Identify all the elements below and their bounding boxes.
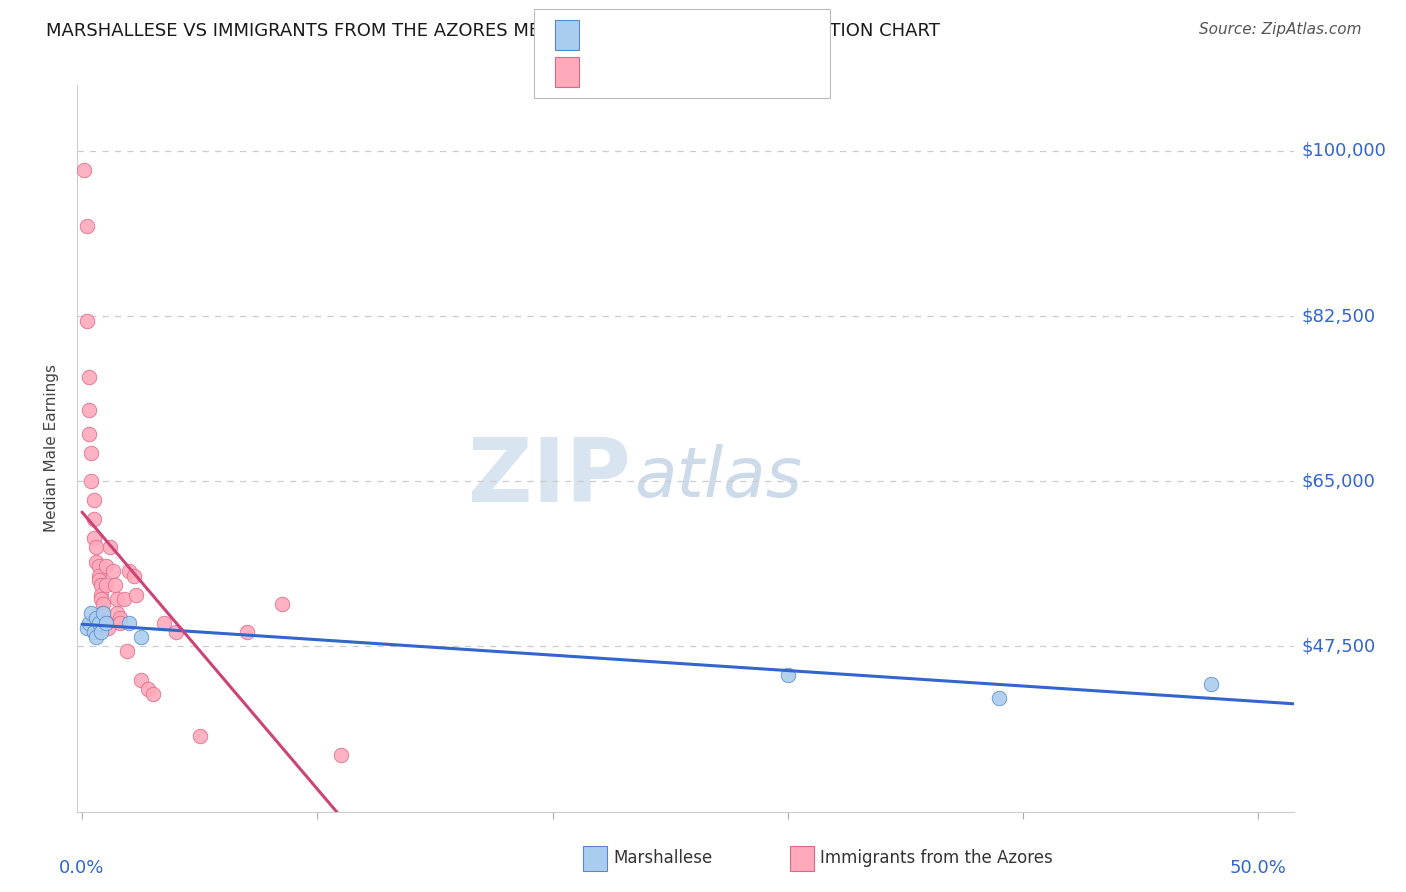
Point xyxy=(83,625,105,640)
Text: R =: R = xyxy=(593,26,631,44)
Point xyxy=(77,615,100,630)
Point xyxy=(129,673,152,687)
Point xyxy=(90,578,112,592)
Text: -0.391: -0.391 xyxy=(640,26,702,44)
Point xyxy=(108,611,131,625)
Point xyxy=(115,644,138,658)
Text: MARSHALLESE VS IMMIGRANTS FROM THE AZORES MEDIAN MALE EARNINGS CORRELATION CHART: MARSHALLESE VS IMMIGRANTS FROM THE AZORE… xyxy=(46,22,941,40)
Text: 0.0%: 0.0% xyxy=(59,859,104,877)
Point xyxy=(80,607,103,621)
Point xyxy=(118,564,141,578)
Point xyxy=(90,588,112,602)
Point xyxy=(76,219,98,234)
Point xyxy=(142,687,165,701)
Point xyxy=(87,568,110,582)
Point xyxy=(94,578,117,592)
Point xyxy=(84,541,107,555)
Point xyxy=(329,747,352,762)
Point xyxy=(94,615,117,630)
Point xyxy=(108,615,131,630)
Point xyxy=(73,162,96,177)
Point xyxy=(77,370,100,384)
Text: Immigrants from the Azores: Immigrants from the Azores xyxy=(820,849,1053,867)
Point xyxy=(87,574,110,588)
Point xyxy=(112,592,135,607)
Point xyxy=(90,625,112,640)
Point xyxy=(91,607,114,621)
Point xyxy=(91,597,114,611)
Point xyxy=(84,555,107,569)
Text: $65,000: $65,000 xyxy=(1302,472,1375,491)
Point xyxy=(84,611,107,625)
Point xyxy=(165,625,187,640)
Point xyxy=(80,475,103,489)
Point xyxy=(122,568,145,582)
Text: $100,000: $100,000 xyxy=(1302,142,1386,160)
Text: 50.0%: 50.0% xyxy=(1230,859,1286,877)
Point xyxy=(77,427,100,442)
Point xyxy=(271,597,294,611)
Point xyxy=(98,541,121,555)
Point xyxy=(136,681,159,696)
Point xyxy=(76,314,98,328)
Point xyxy=(105,607,128,621)
Text: $47,500: $47,500 xyxy=(1302,638,1376,656)
Point xyxy=(94,559,117,574)
Point xyxy=(104,578,127,592)
Point xyxy=(87,559,110,574)
Point xyxy=(129,630,152,644)
Point xyxy=(94,615,117,630)
Point xyxy=(188,729,211,743)
Point xyxy=(90,592,112,607)
Point xyxy=(1199,677,1222,691)
Y-axis label: Median Male Earnings: Median Male Earnings xyxy=(44,364,59,533)
Text: N =: N = xyxy=(709,63,748,81)
Point xyxy=(988,691,1011,706)
Text: Marshallese: Marshallese xyxy=(613,849,713,867)
Point xyxy=(776,668,799,682)
Text: atlas: atlas xyxy=(634,444,803,511)
Point xyxy=(80,446,103,460)
Text: ZIP: ZIP xyxy=(468,434,631,521)
Point xyxy=(118,615,141,630)
Point xyxy=(125,588,148,602)
Text: -0.084: -0.084 xyxy=(640,63,702,81)
Point xyxy=(84,630,107,644)
Point xyxy=(97,621,120,635)
Text: 15: 15 xyxy=(751,26,775,44)
Point xyxy=(235,625,257,640)
Point xyxy=(101,564,124,578)
Point xyxy=(76,621,98,635)
Text: Source: ZipAtlas.com: Source: ZipAtlas.com xyxy=(1198,22,1361,37)
Text: N =: N = xyxy=(709,26,748,44)
Text: 46: 46 xyxy=(751,63,775,81)
Point xyxy=(87,615,110,630)
Point xyxy=(105,592,128,607)
Text: $82,500: $82,500 xyxy=(1302,307,1376,325)
Point xyxy=(83,493,105,508)
Point xyxy=(91,607,114,621)
Point xyxy=(77,403,100,417)
Text: R =: R = xyxy=(593,63,631,81)
Point xyxy=(153,615,176,630)
Point xyxy=(83,512,105,526)
Point xyxy=(83,531,105,545)
